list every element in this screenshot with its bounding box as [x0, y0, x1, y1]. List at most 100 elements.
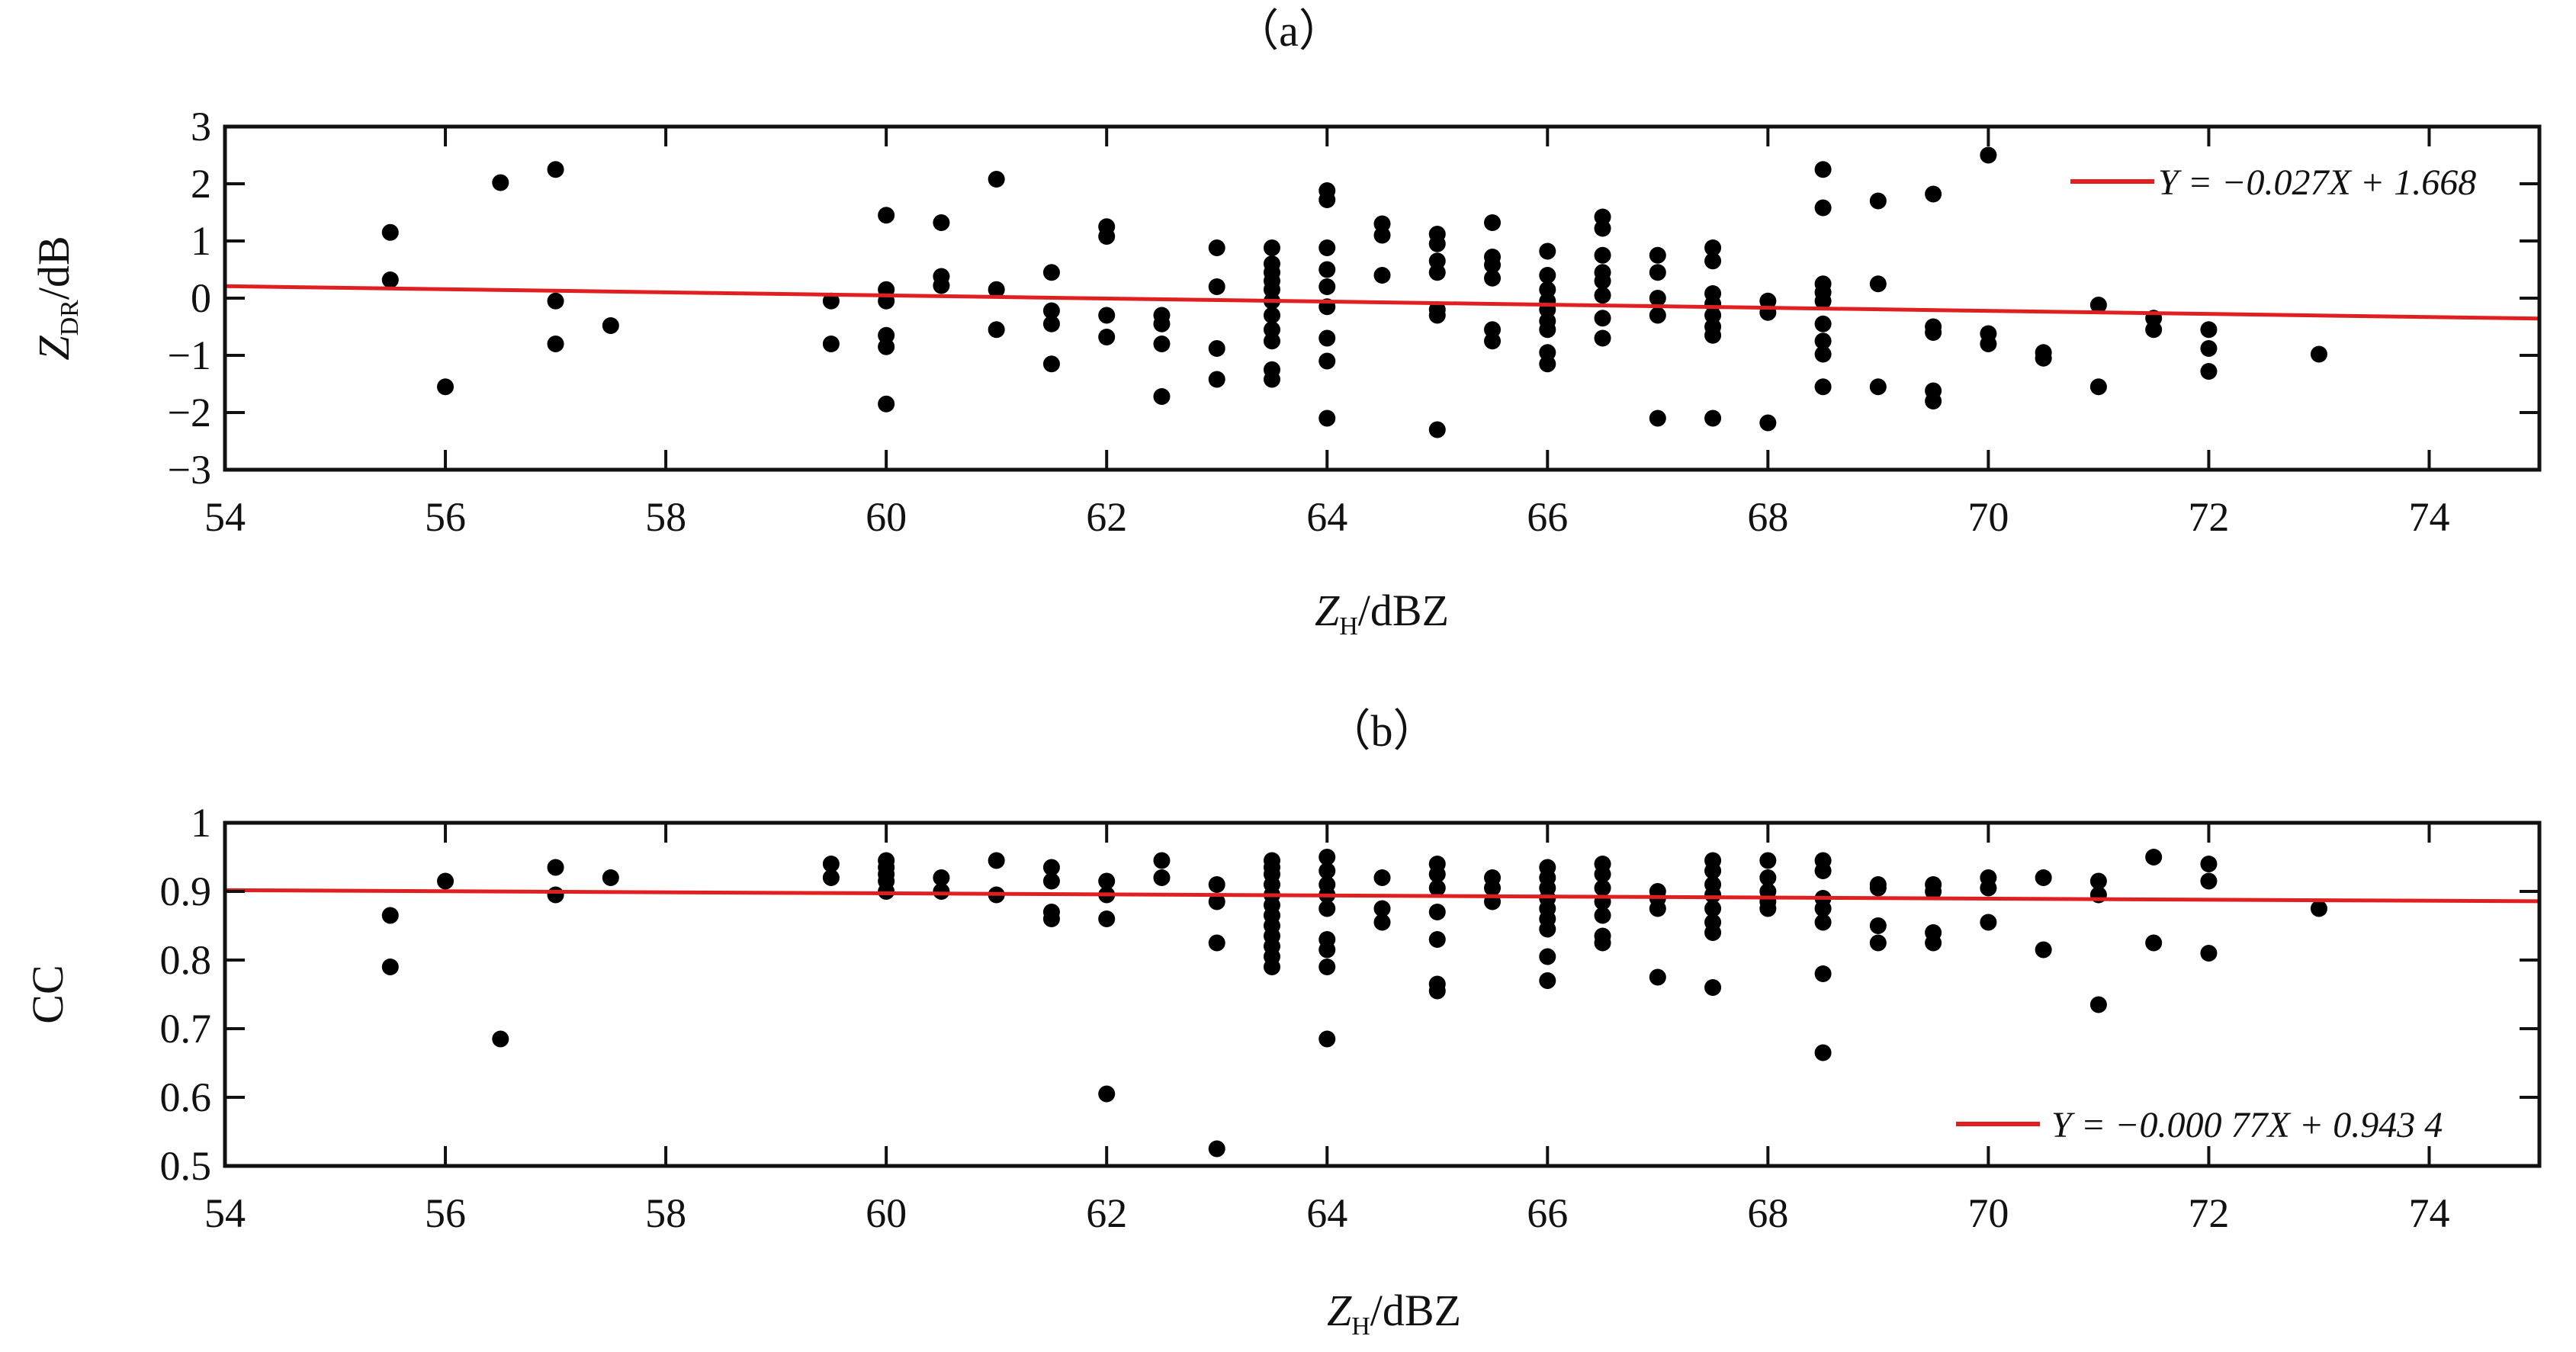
data-point: [1373, 226, 1391, 244]
data-point: [1263, 239, 1280, 256]
panel-b-label: （b）: [1326, 706, 1437, 756]
data-point: [1869, 879, 1887, 897]
x-tick-label: 66: [1527, 494, 1568, 540]
data-point: [1428, 931, 1446, 948]
data-point: [1208, 239, 1225, 256]
data-point: [822, 856, 840, 872]
data-point: [1704, 862, 1722, 879]
panel-a-fit-line: [224, 284, 2540, 321]
panel-b-ticks: 54 56 58 60 62 64 66 68 70 72 74 0.5 0.6 0.7 0.8 0.9 1: [160, 800, 2539, 1236]
data-point: [2089, 378, 2107, 396]
data-point: [381, 223, 399, 241]
data-point: [1539, 321, 1556, 339]
data-point: [1814, 900, 1832, 917]
panel-a-label: （a）: [1235, 6, 1343, 56]
data-point: [1649, 968, 1666, 986]
data-point: [1042, 315, 1060, 332]
data-point: [1319, 191, 1336, 208]
data-point: [1539, 242, 1556, 260]
y-tick-label: 1: [191, 800, 211, 846]
data-point: [1319, 261, 1336, 278]
x-tick-label: 74: [2408, 1190, 2449, 1236]
data-point: [1869, 192, 1887, 210]
data-point: [1980, 914, 1997, 931]
data-point: [2089, 996, 2107, 1013]
data-point: [1319, 352, 1336, 370]
data-point: [878, 395, 895, 413]
data-point: [1319, 862, 1336, 879]
data-point: [1594, 246, 1611, 264]
data-point: [492, 174, 509, 191]
panel-b-xlabel-unit: /dBZ: [1370, 1286, 1461, 1335]
data-point: [547, 336, 564, 352]
panel-b-legend-label: Y = −0.000 77X + 0.943 4: [2051, 1105, 2443, 1145]
panel-a-xlabel: ZH/dBZ: [1315, 586, 1449, 641]
panel-a: （a） 54 56 58 60 62 64 66 68 70 72 74 −3 −2 −1 0 1 2 3 Y =…: [29, 6, 2542, 641]
panel-b-fit-line: [224, 888, 2540, 904]
panel-a-ylabel-sub: DR: [56, 300, 84, 336]
data-point: [2089, 297, 2107, 313]
data-point: [1428, 307, 1446, 324]
data-point: [1980, 336, 1997, 352]
data-point: [988, 171, 1005, 188]
data-point: [1814, 1044, 1832, 1061]
data-point: [1925, 393, 1942, 409]
data-point: [2035, 349, 2052, 367]
data-point: [1428, 264, 1446, 281]
data-point: [547, 161, 564, 178]
data-point: [933, 214, 950, 231]
data-point: [1484, 269, 1502, 287]
data-point: [1759, 900, 1777, 917]
panel-a-ylabel-main: Z: [29, 336, 79, 361]
data-point: [1925, 324, 1942, 341]
panel-a-points: [381, 146, 2327, 438]
data-point: [1649, 409, 1666, 427]
data-point: [1263, 307, 1280, 324]
data-point: [547, 859, 564, 876]
data-point: [1042, 302, 1060, 320]
data-point: [1814, 332, 1832, 350]
data-point: [878, 338, 895, 355]
data-point: [1042, 264, 1060, 281]
data-point: [1153, 869, 1171, 886]
panel-a-xlabel-unit: /dBZ: [1358, 586, 1449, 635]
data-point: [1814, 199, 1832, 217]
data-point: [1814, 378, 1832, 396]
y-tick-label: 1: [191, 218, 211, 264]
data-point: [933, 869, 950, 886]
x-tick-label: 54: [204, 1190, 246, 1236]
data-point: [381, 271, 399, 288]
data-point: [381, 907, 399, 924]
data-point: [1098, 329, 1116, 345]
y-tick-label: −2: [168, 390, 211, 435]
data-point: [1704, 326, 1722, 344]
y-tick-label: −1: [168, 332, 211, 378]
data-point: [1153, 336, 1171, 352]
data-point: [2200, 363, 2218, 380]
data-point: [1814, 914, 1832, 931]
data-point: [1319, 329, 1336, 347]
data-point: [933, 277, 950, 294]
data-point: [1428, 879, 1446, 897]
data-point: [1594, 272, 1611, 290]
data-point: [1153, 315, 1171, 332]
data-point: [1484, 332, 1502, 350]
data-point: [2200, 340, 2218, 357]
data-point: [1539, 920, 1556, 938]
panel-a-ticks: 54 56 58 60 62 64 66 68 70 72 74 −3 −2 −1 0 1 2 3: [168, 104, 2539, 540]
panel-a-legend: Y = −0.027X + 1.668: [2070, 162, 2476, 203]
data-point: [602, 317, 619, 334]
y-tick-label: 2: [191, 161, 211, 207]
data-point: [1373, 267, 1391, 284]
data-point: [1153, 852, 1171, 869]
data-point: [1869, 917, 1887, 934]
data-point: [1428, 982, 1446, 1000]
data-point: [547, 886, 564, 904]
data-point: [2200, 945, 2218, 962]
data-point: [1208, 934, 1225, 952]
data-point: [2310, 900, 2327, 917]
data-point: [1484, 879, 1502, 897]
y-tick-label: −3: [168, 447, 211, 493]
data-point: [1263, 332, 1280, 350]
data-point: [878, 883, 895, 900]
